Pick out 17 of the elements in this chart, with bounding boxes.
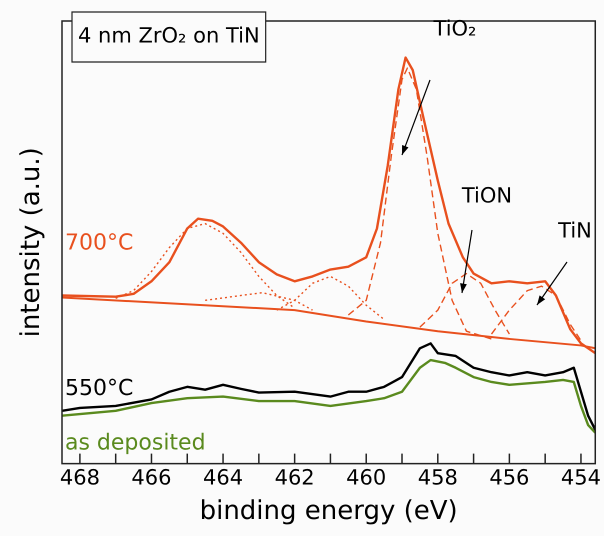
annotation: TiN bbox=[557, 218, 592, 242]
x-tick-label: 460 bbox=[346, 466, 386, 490]
x-tick-label: 462 bbox=[274, 466, 315, 490]
chart-title: 4 nm ZrO₂ on TiN bbox=[78, 23, 260, 48]
x-tick-label: 466 bbox=[131, 466, 172, 490]
series-label: 550°C bbox=[65, 376, 134, 401]
x-tick-label: 468 bbox=[60, 466, 100, 490]
x-tick-label: 454 bbox=[560, 466, 602, 490]
x-tick-label: 464 bbox=[203, 466, 244, 490]
x-axis-title: binding energy (eV) bbox=[200, 496, 458, 526]
y-axis-title: intensity (a.u.) bbox=[16, 147, 46, 338]
x-tick-label: 458 bbox=[418, 466, 458, 490]
text: TiO₂ bbox=[432, 16, 476, 40]
annotation: TiON bbox=[460, 183, 512, 208]
x-tick-label: 456 bbox=[489, 466, 530, 490]
series-label: as deposited bbox=[65, 430, 206, 456]
series-label: 700°C bbox=[65, 230, 134, 256]
